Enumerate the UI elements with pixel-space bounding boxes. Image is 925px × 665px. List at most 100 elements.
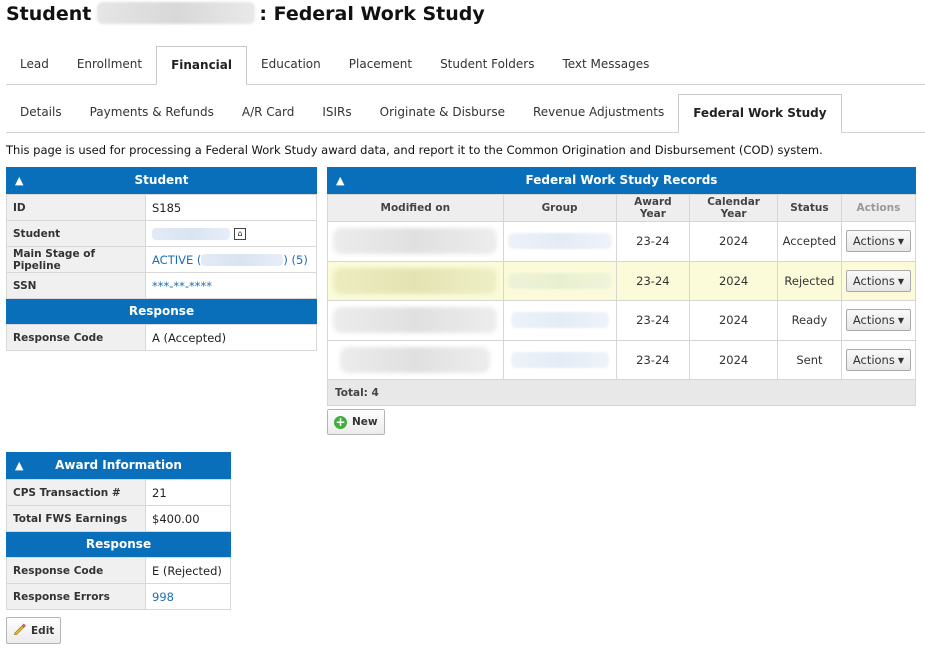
total-count: Total: 4 [327, 380, 916, 406]
tab-ar-card[interactable]: A/R Card [241, 105, 295, 119]
table-row: Response Code E (Rejected) [6, 557, 231, 584]
page-description: This page is used for processing a Feder… [6, 143, 823, 157]
col-modified-on[interactable]: Modified on [327, 194, 504, 222]
tab-student-folders[interactable]: Student Folders [440, 57, 535, 71]
actions-label: Actions [852, 313, 895, 328]
collapse-chevron-icon[interactable]: ▲ [336, 174, 345, 187]
group-cell [502, 339, 617, 380]
response-errors-label: Response Errors [6, 583, 146, 610]
table-row[interactable]: 23-24 2024 Sent Actions ▼ [327, 339, 917, 380]
modified-on-cell [327, 221, 504, 262]
status-cell: Ready [777, 300, 842, 341]
redacted-group [510, 312, 609, 329]
caret-down-icon: ▼ [897, 237, 904, 247]
col-calendar-year[interactable]: Calendar Year [689, 194, 778, 222]
redacted-group [507, 233, 612, 250]
caret-down-icon: ▼ [897, 276, 904, 286]
caret-down-icon: ▼ [897, 316, 904, 326]
col-group[interactable]: Group [502, 194, 617, 222]
award-year-cell: 23-24 [615, 339, 691, 380]
redacted-date [340, 346, 491, 373]
modified-on-cell [327, 300, 504, 341]
actions-label: Actions [852, 273, 895, 288]
actions-dropdown-button[interactable]: Actions ▼ [845, 309, 911, 332]
ssn-value[interactable]: ***-**-**** [145, 272, 317, 299]
fws-panel-header[interactable]: ▲ Federal Work Study Records [327, 167, 916, 194]
edit-button[interactable]: Edit [6, 617, 62, 644]
stage-active-link[interactable]: ACTIVE ( [152, 252, 202, 267]
tab-placement[interactable]: Placement [348, 57, 413, 71]
actions-cell: Actions ▼ [840, 300, 917, 341]
table-row: Response Errors 998 [6, 583, 231, 610]
award-response-subheader: Response [6, 532, 231, 557]
actions-label: Actions [852, 352, 895, 367]
table-row: Main Stage of Pipeline ACTIVE () (5) [6, 246, 317, 273]
table-row[interactable]: 23-24 2024 Accepted Actions ▼ [327, 221, 917, 262]
student-panel-header[interactable]: ▲ Student [6, 167, 317, 194]
tab-isirs[interactable]: ISIRs [322, 105, 352, 119]
plus-icon: + [334, 414, 347, 429]
caret-down-icon: ▼ [897, 355, 904, 365]
tab-revenue-adjustments[interactable]: Revenue Adjustments [532, 105, 665, 119]
fws-earnings-label: Total FWS Earnings [6, 505, 146, 532]
award-panel-title: Award Information [55, 458, 182, 472]
tab-payments-refunds[interactable]: Payments & Refunds [89, 105, 214, 119]
page-title-suffix: : Federal Work Study [259, 3, 485, 25]
ssn-label: SSN [6, 272, 146, 299]
actions-label: Actions [852, 234, 895, 249]
fws-records-panel: ▲ Federal Work Study Records Modified on… [327, 167, 917, 406]
collapse-chevron-icon[interactable]: ▲ [15, 459, 24, 472]
col-status[interactable]: Status [777, 194, 842, 222]
primary-tabs: Lead Enrollment Financial Education Plac… [6, 46, 925, 85]
new-button[interactable]: + New [327, 409, 385, 435]
table-row[interactable]: 23-24 2024 Rejected Actions ▼ [327, 260, 917, 301]
redacted-date [333, 267, 498, 294]
collapse-chevron-icon[interactable]: ▲ [15, 174, 24, 187]
student-label: Student [6, 220, 146, 247]
redacted-group [510, 351, 609, 368]
table-row[interactable]: 23-24 2024 Ready Actions ▼ [327, 300, 917, 341]
tab-originate-disburse[interactable]: Originate & Disburse [379, 105, 505, 119]
response-code-value: A (Accepted) [145, 324, 317, 351]
actions-dropdown-button[interactable]: Actions ▼ [845, 269, 911, 292]
stage-value: ACTIVE ( ) (5) [145, 246, 317, 273]
tab-lead[interactable]: Lead [20, 57, 49, 71]
redacted-group [507, 272, 612, 289]
award-year-cell: 23-24 [615, 300, 691, 341]
response-errors-link[interactable]: 998 [145, 583, 231, 610]
award-details-table: CPS Transaction # 21 Total FWS Earnings … [6, 479, 231, 532]
modified-on-cell [327, 339, 504, 380]
group-cell [502, 300, 617, 341]
modified-on-cell [327, 260, 504, 301]
tab-details[interactable]: Details [20, 105, 62, 119]
fws-earnings-value: $400.00 [145, 505, 231, 532]
page-title: Student : Federal Work Study [6, 2, 485, 25]
calendar-year-cell: 2024 [689, 300, 778, 341]
actions-cell: Actions ▼ [840, 260, 917, 301]
student-details-table: ID S185 Student ⌂ Main Stage of Pipeline… [6, 194, 317, 299]
page-title-prefix: Student [6, 3, 92, 25]
actions-dropdown-button[interactable]: Actions ▼ [845, 348, 911, 371]
status-cell: Accepted [777, 221, 842, 262]
student-link-redacted[interactable] [152, 228, 230, 240]
table-row: SSN ***-**-**** [6, 272, 317, 299]
response-code-label: Response Code [6, 324, 146, 351]
tab-education[interactable]: Education [261, 57, 321, 71]
tab-text-messages[interactable]: Text Messages [562, 57, 650, 71]
actions-cell: Actions ▼ [840, 221, 917, 262]
fws-records-table: Modified on Group Award Year Calendar Ye… [327, 194, 917, 380]
col-award-year[interactable]: Award Year [615, 194, 691, 222]
cps-transaction-value: 21 [145, 479, 231, 506]
tab-federal-work-study[interactable]: Federal Work Study [678, 94, 842, 133]
stage-redacted [201, 254, 284, 266]
tab-financial[interactable]: Financial [156, 46, 248, 85]
tab-enrollment[interactable]: Enrollment [76, 57, 143, 71]
student-panel-title: Student [134, 173, 189, 187]
student-name-redacted [97, 2, 256, 24]
stage-count[interactable]: ) (5) [283, 252, 308, 267]
table-row: CPS Transaction # 21 [6, 479, 231, 506]
actions-dropdown-button[interactable]: Actions ▼ [845, 230, 911, 253]
award-panel-header[interactable]: ▲ Award Information [6, 452, 231, 479]
home-icon[interactable]: ⌂ [234, 228, 246, 240]
award-response-code-label: Response Code [6, 557, 146, 584]
